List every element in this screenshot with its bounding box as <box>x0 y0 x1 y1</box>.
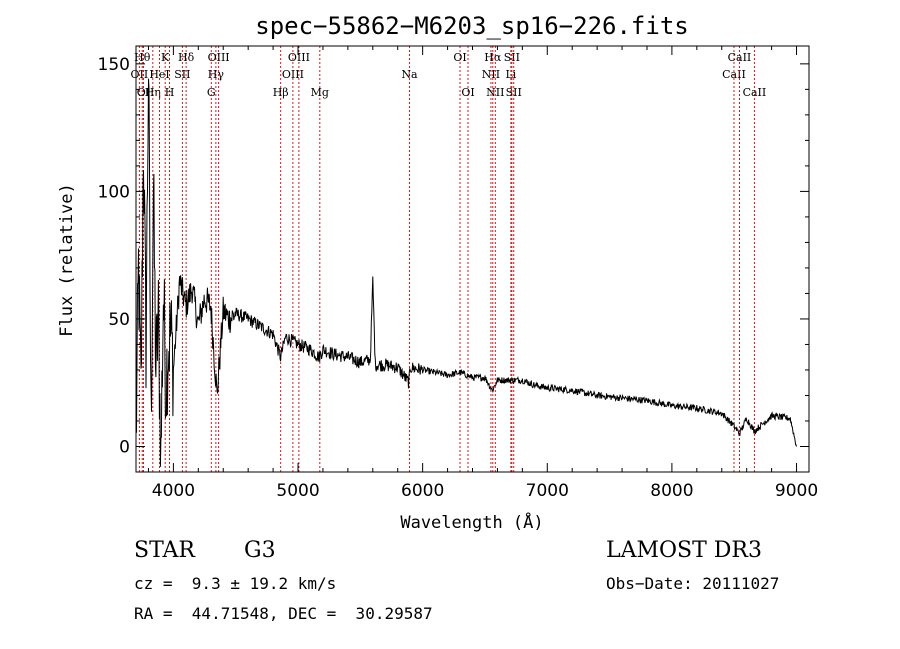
marker-label-23: SII <box>504 51 520 64</box>
marker-label-15: Mg <box>311 86 329 99</box>
marker-label-17: OI <box>453 51 466 64</box>
x-tick-label-5: 9000 <box>775 481 818 501</box>
spectral-line-markers: OIIHθOIHηHeIKHSIIHδGHγOIIIHβOIIIOIIIMgNa… <box>131 46 767 472</box>
marker-label-18: OI <box>461 86 474 99</box>
x-tick-label-3: 7000 <box>526 481 569 501</box>
redshift-text: cz = 9.3 ± 19.2 km/s <box>134 574 337 593</box>
x-axis-label: Wavelength (Å) <box>400 511 543 533</box>
chart-title: spec−55862−M6203_sp16−226.fits <box>255 12 688 40</box>
x-tick-label-2: 6000 <box>401 481 444 501</box>
x-tick-label-0: 4000 <box>152 481 195 501</box>
marker-label-1: Hθ <box>134 51 151 64</box>
marker-label-5: K <box>161 51 170 64</box>
plot-frame <box>135 45 810 473</box>
x-tick-label-1: 5000 <box>276 481 319 501</box>
marker-label-14: OIII <box>288 51 310 64</box>
marker-label-3: Hη <box>145 86 161 99</box>
y-tick-label-1: 50 <box>108 310 130 330</box>
marker-label-11: OIII <box>208 51 230 64</box>
marker-label-24: SII <box>506 86 522 99</box>
survey-name: LAMOST DR3 <box>606 538 762 563</box>
marker-label-20: Hα <box>484 51 502 64</box>
marker-label-6: H <box>165 86 175 99</box>
flux-line <box>135 78 797 467</box>
marker-label-27: CaII <box>743 86 767 99</box>
marker-label-2: OI <box>137 86 150 99</box>
flux-series <box>135 78 797 467</box>
y-tick-label-2: 100 <box>98 182 130 202</box>
axes: 4000 5000 6000 7000 8000 9000 0 50 100 150 <box>98 46 818 501</box>
marker-label-7: SII <box>174 68 190 81</box>
marker-label-0: OII <box>131 68 149 81</box>
object-class: STAR <box>134 538 195 563</box>
marker-label-9: G <box>207 86 216 99</box>
coordinates-text: RA = 44.71548, DEC = 30.29587 <box>134 604 433 623</box>
marker-label-26: CaII <box>728 51 752 64</box>
marker-label-8: Hδ <box>178 51 195 64</box>
y-tick-label-3: 150 <box>98 55 130 75</box>
marker-label-4: HeI <box>149 68 169 81</box>
y-tick-label-0: 0 <box>119 437 130 457</box>
marker-label-10: Hγ <box>208 68 225 81</box>
marker-label-25: CaII <box>722 68 746 81</box>
marker-label-21: NII <box>486 86 504 99</box>
marker-label-13: OIII <box>282 68 304 81</box>
marker-label-22: Li <box>505 68 516 81</box>
observation-date: Obs−Date: 20111027 <box>606 574 780 593</box>
x-tick-label-4: 8000 <box>650 481 693 501</box>
object-subclass: G3 <box>244 538 276 563</box>
marker-label-16: Na <box>401 68 418 81</box>
marker-label-12: Hβ <box>273 86 289 99</box>
y-axis-label: Flux (relative) <box>57 183 77 337</box>
marker-label-19: NII <box>482 68 500 81</box>
